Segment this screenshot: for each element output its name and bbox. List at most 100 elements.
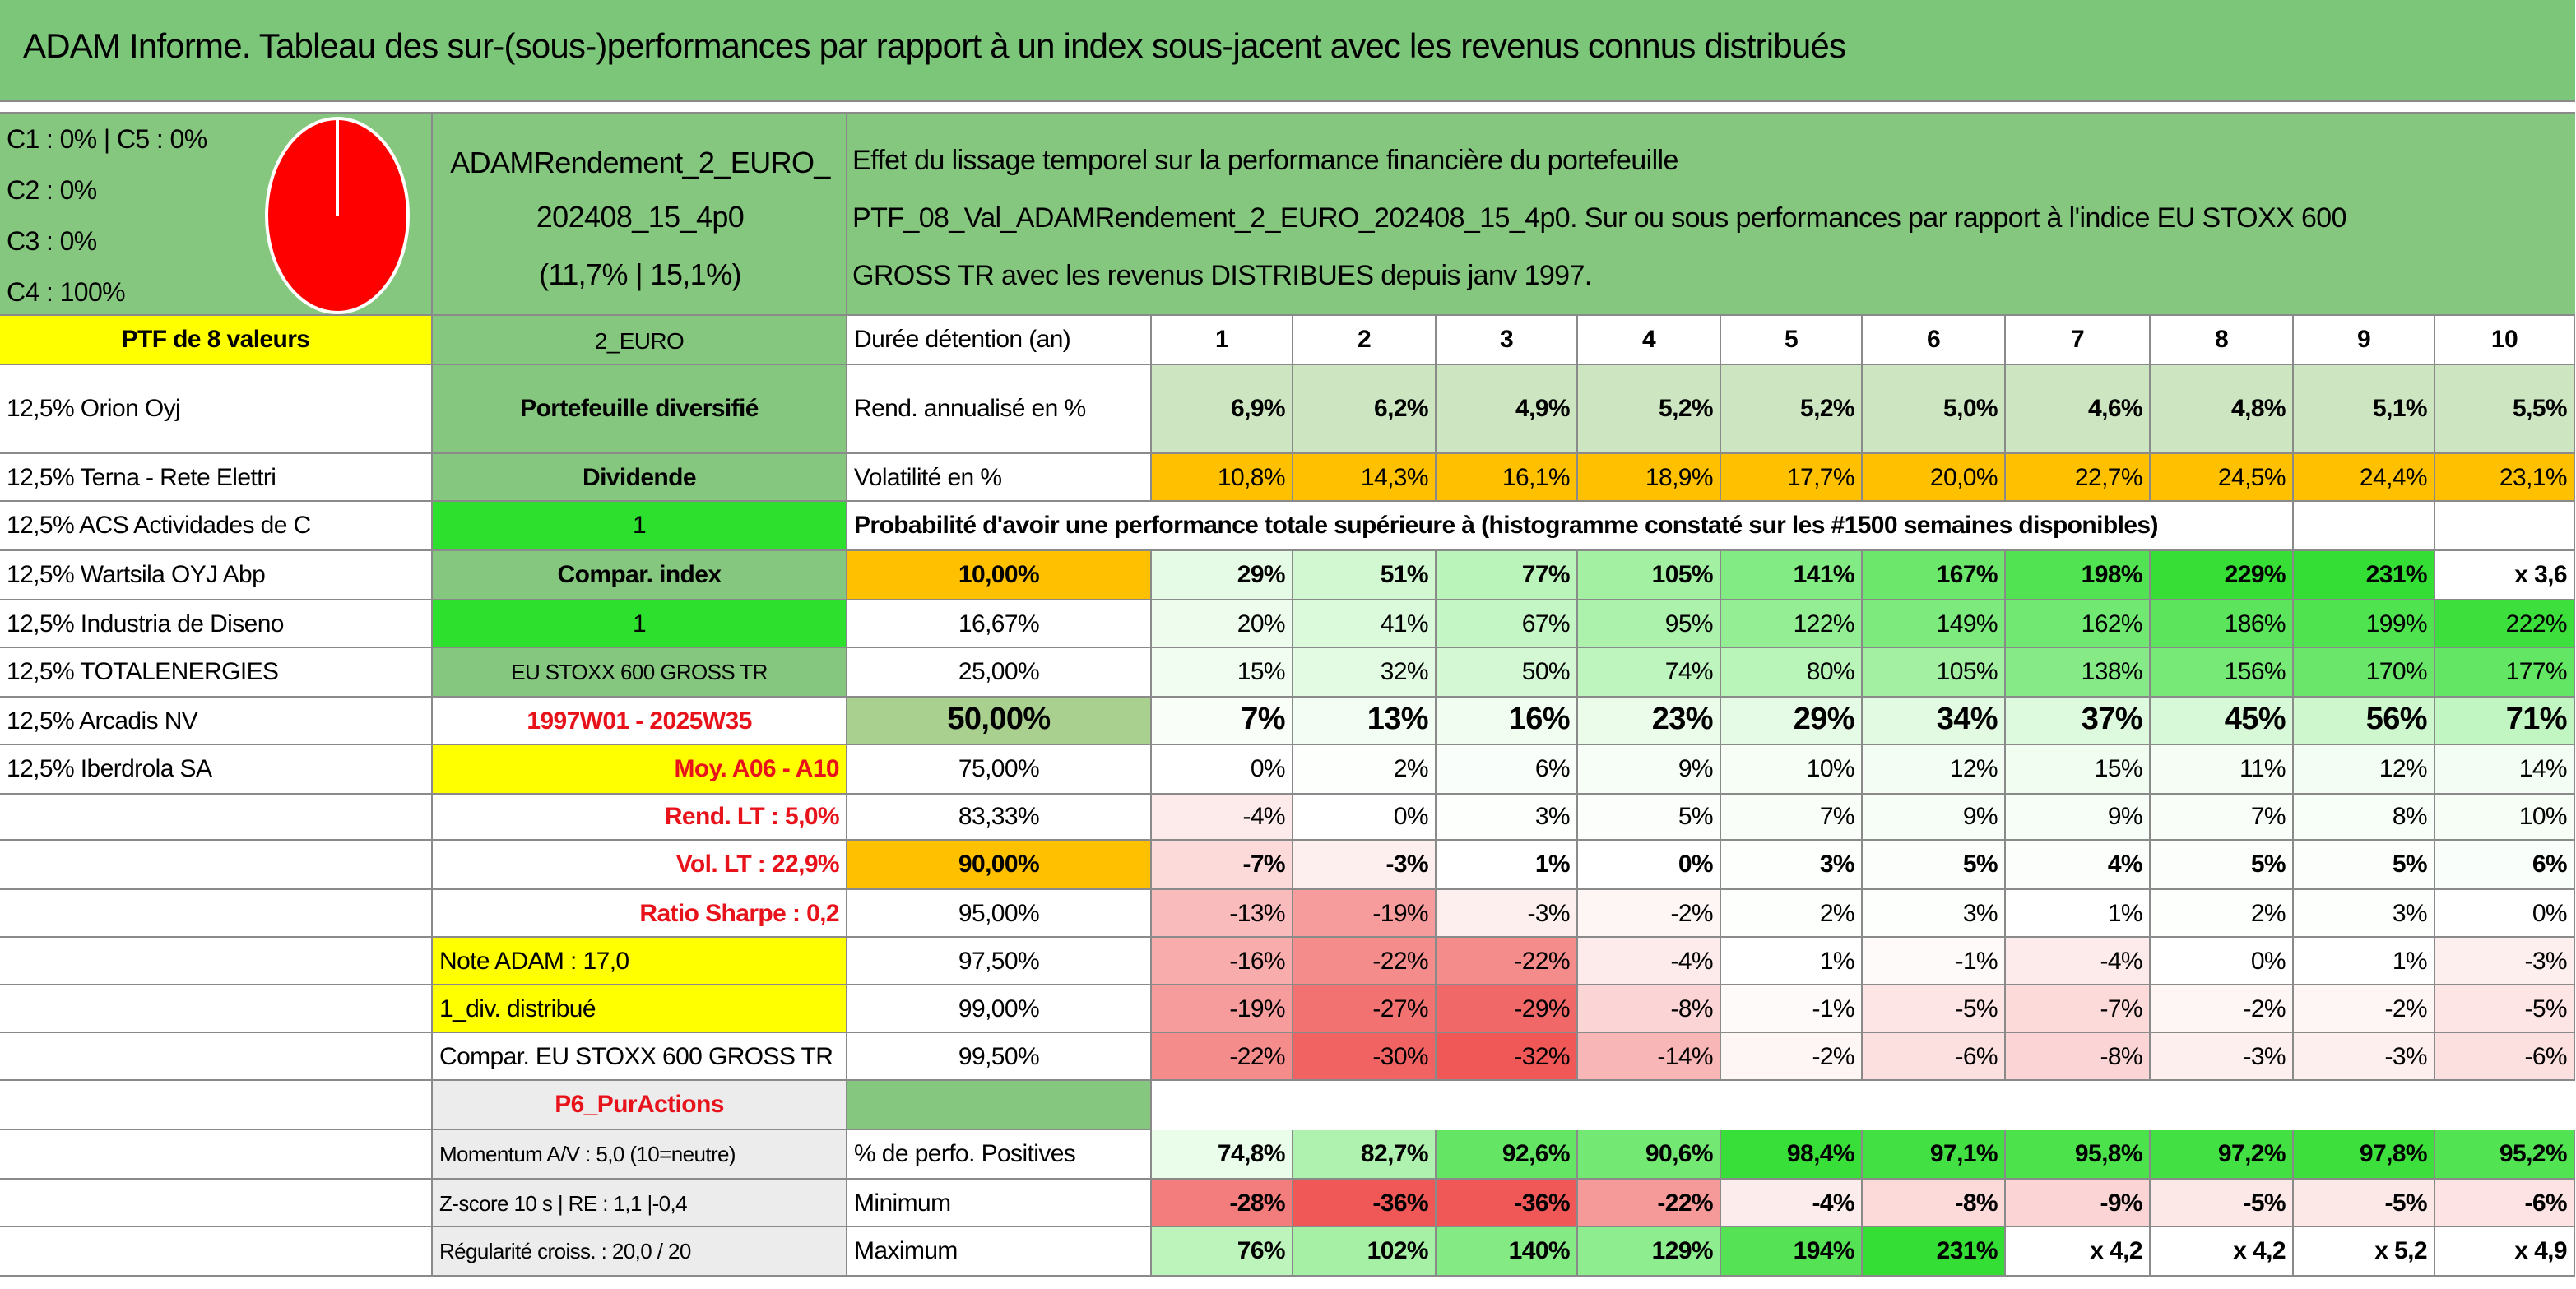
header-allocation: C1 : 0% | C5 : 0% C2 : 0% C3 : 0% C4 : 1… <box>0 112 433 316</box>
table-cell: 5,5% <box>2435 365 2575 454</box>
table-cell: 140% <box>1437 1227 1578 1277</box>
table-cell: 22,7% <box>2006 454 2151 502</box>
table-cell: 3% <box>2294 890 2435 938</box>
table-cell: 162% <box>2006 600 2151 648</box>
table-cell: 12,5% Orion Oyj <box>0 365 433 454</box>
table-cell: -28% <box>1152 1180 1293 1227</box>
table-cell: Durée détention (an) <box>847 316 1152 365</box>
table-cell: 1% <box>1721 938 1863 985</box>
table-cell: 90,6% <box>1578 1130 1721 1180</box>
table-cell: 50% <box>1437 648 1578 698</box>
table-cell: -19% <box>1152 985 1293 1033</box>
table-cell: 77% <box>1437 551 1578 600</box>
table-cell: 231% <box>1863 1227 2006 1277</box>
table-cell: 56% <box>2294 698 2435 745</box>
table-cell: 1_div. distribué <box>433 985 847 1033</box>
table-cell: 15% <box>2006 745 2151 795</box>
table-cell: -13% <box>1152 890 1293 938</box>
table-cell: Minimum <box>847 1180 1152 1227</box>
table-cell: Dividende <box>433 454 847 502</box>
table-cell: Maximum <box>847 1227 1152 1277</box>
table-cell: 98,4% <box>1721 1130 1863 1180</box>
table-cell: 80% <box>1721 648 1863 698</box>
table-cell: 138% <box>2006 648 2151 698</box>
table-cell: -8% <box>2006 1033 2151 1081</box>
table-cell: x 4,2 <box>2151 1227 2294 1277</box>
table-cell: 2_EURO <box>433 316 847 365</box>
table-cell: 199% <box>2294 600 2435 648</box>
table-cell: 5% <box>2151 841 2294 890</box>
table-cell: 122% <box>1721 600 1863 648</box>
table-cell: -5% <box>2435 985 2575 1033</box>
table-cell: 5,0% <box>1863 365 2006 454</box>
table-cell: 0% <box>1293 795 1437 841</box>
table-cell: x 3,6 <box>2435 551 2575 600</box>
table-cell: -2% <box>2151 985 2294 1033</box>
table-cell: 105% <box>1863 648 2006 698</box>
table-cell: 34% <box>1863 698 2006 745</box>
table-cell: -14% <box>1578 1033 1721 1081</box>
table-cell <box>0 1227 433 1277</box>
header-description: Effet du lissage temporel sur la perform… <box>847 112 2575 316</box>
portfolio-line: (11,7% | 15,1%) <box>539 258 741 291</box>
table-cell: Moy. A06 - A10 <box>433 745 847 795</box>
table-cell: 6,9% <box>1152 365 1293 454</box>
table-cell: 141% <box>1721 551 1863 600</box>
table-cell: 10,8% <box>1152 454 1293 502</box>
table-cell: 7% <box>1721 795 1863 841</box>
table-cell: Rend. LT : 5,0% <box>433 795 847 841</box>
table-cell: 6% <box>2435 841 2575 890</box>
table-cell: 5 <box>1721 316 1863 365</box>
table-cell: EU STOXX 600 GROSS TR <box>433 648 847 698</box>
table-cell: 4,6% <box>2006 365 2151 454</box>
table-cell: Régularité croiss. : 20,0 / 20 <box>433 1227 847 1277</box>
table-cell: -3% <box>1293 841 1437 890</box>
table-cell: 4 <box>1578 316 1721 365</box>
table-cell: 67% <box>1437 600 1578 648</box>
table-cell: 1997W01 - 2025W35 <box>433 698 847 745</box>
table-cell: P6_PurActions <box>433 1081 847 1130</box>
table-cell: 4% <box>2006 841 2151 890</box>
table-cell: 97,2% <box>2151 1130 2294 1180</box>
table-cell: 71% <box>2435 698 2575 745</box>
table-cell: 12,5% ACS Actividades de C <box>0 502 433 551</box>
table-cell: 198% <box>2006 551 2151 600</box>
table-cell <box>0 1130 433 1180</box>
table-cell <box>0 841 433 890</box>
table-cell: 5% <box>1863 841 2006 890</box>
table-cell <box>0 1180 433 1227</box>
allocation-line: C4 : 100% <box>7 280 126 308</box>
table-cell: 7 <box>2006 316 2151 365</box>
table-cell: 75,00% <box>847 745 1152 795</box>
allocation-line: C1 : 0% | C5 : 0% <box>7 127 207 155</box>
table-cell: 177% <box>2435 648 2575 698</box>
table-cell: Momentum A/V : 5,0 (10=neutre) <box>433 1130 847 1180</box>
table-cell: 1% <box>2294 938 2435 985</box>
table-cell: 99,50% <box>847 1033 1152 1081</box>
table-cell: 5% <box>1578 795 1721 841</box>
table-cell: 82,7% <box>1293 1130 1437 1180</box>
table-cell: 2 <box>1293 316 1437 365</box>
table-cell: -4% <box>1721 1180 1863 1227</box>
description-line: GROSS TR avec les revenus DISTRIBUES dep… <box>852 260 1592 291</box>
table-cell: 24,4% <box>2294 454 2435 502</box>
table-cell: -22% <box>1578 1180 1721 1227</box>
table-cell: 229% <box>2151 551 2294 600</box>
table-cell: 12,5% Terna - Rete Elettri <box>0 454 433 502</box>
table-cell: 12% <box>1863 745 2006 795</box>
table-cell: 194% <box>1721 1227 1863 1277</box>
table-cell: -27% <box>1293 985 1437 1033</box>
table-cell <box>1152 1081 1293 1130</box>
table-cell: 97,1% <box>1863 1130 2006 1180</box>
table-cell: 4,9% <box>1437 365 1578 454</box>
table-cell: 9% <box>1863 795 2006 841</box>
table-cell: 10 <box>2435 316 2575 365</box>
table-cell: -7% <box>2006 985 2151 1033</box>
table-cell: Volatilité en % <box>847 454 1152 502</box>
table-cell <box>0 890 433 938</box>
table-cell: 25,00% <box>847 648 1152 698</box>
table-cell: 11% <box>2151 745 2294 795</box>
table-cell: 12% <box>2294 745 2435 795</box>
header-portfolio: ADAMRendement_2_EURO_ 202408_15_4p0 (11,… <box>433 112 847 316</box>
table-cell: -29% <box>1437 985 1578 1033</box>
